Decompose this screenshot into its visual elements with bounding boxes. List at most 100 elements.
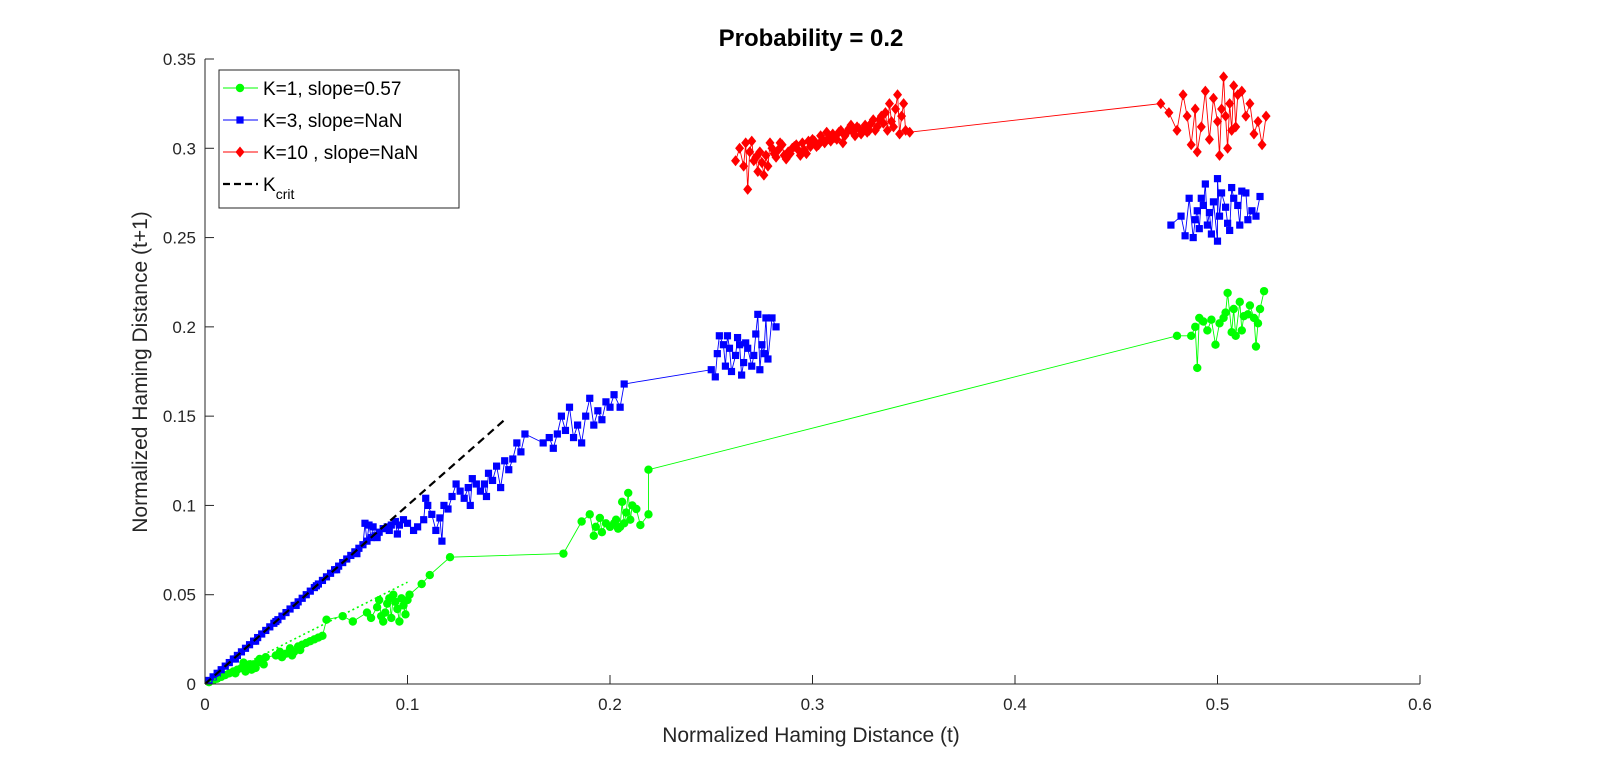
data-point (348, 617, 358, 626)
data-point (586, 394, 594, 402)
axes: 0 0.1 0.2 0.3 0.4 0.5 0.6 0 0.05 0.1 0.15 0.2 0.25 0.… (163, 50, 1432, 714)
data-point (366, 613, 376, 623)
data-point (393, 604, 402, 614)
data-point (472, 480, 480, 488)
data-point (1190, 103, 1200, 115)
data-point (897, 110, 907, 122)
data-point (750, 351, 758, 360)
data-point (758, 341, 766, 349)
data-point (361, 519, 369, 527)
data-point (740, 358, 748, 367)
data-point (598, 416, 606, 424)
data-point (414, 523, 422, 531)
data-point (1224, 219, 1232, 227)
data-point (278, 612, 286, 620)
legend-label: K=1, slope=0.57 (263, 79, 401, 100)
legend-box (218, 69, 460, 209)
data-point (893, 89, 903, 101)
data-point (574, 421, 582, 429)
data-point (772, 323, 780, 331)
data-point (460, 494, 468, 502)
data-point (764, 355, 772, 363)
data-point (760, 350, 768, 358)
data-point (391, 597, 400, 607)
data-point (744, 344, 752, 352)
y-axis-title: Normalized Haming Distance (t+1) (129, 211, 152, 533)
data-point (428, 510, 436, 518)
data-point (1217, 189, 1226, 197)
data-point (868, 114, 878, 126)
data-point (1182, 110, 1192, 122)
data-point (1186, 139, 1196, 151)
data-point (762, 314, 770, 322)
data-point (611, 515, 621, 524)
data-point (387, 613, 396, 623)
series-2 (1167, 175, 1264, 245)
data-point (209, 673, 217, 681)
data-point (727, 367, 736, 376)
data-point (1195, 225, 1203, 233)
data-point (1213, 237, 1222, 245)
data-point (401, 610, 410, 619)
y-tick-label: 0.2 (172, 318, 196, 337)
data-point (1245, 301, 1255, 310)
data-point (1230, 194, 1238, 202)
data-point (417, 579, 426, 589)
data-point (258, 630, 266, 638)
data-point (905, 126, 915, 138)
data-point (1203, 326, 1212, 335)
data-point (597, 528, 607, 537)
data-point (721, 362, 730, 370)
data-point (365, 521, 373, 529)
x-tick-label: 0.1 (396, 695, 420, 714)
data-point (322, 615, 331, 624)
data-point (326, 569, 335, 577)
data-point (387, 521, 395, 529)
data-point (1207, 315, 1216, 324)
data-point (1261, 110, 1271, 122)
data-point (723, 332, 732, 340)
x-tick-label: 0.6 (1408, 695, 1432, 714)
data-point (1222, 203, 1230, 211)
data-point (1223, 288, 1232, 298)
data-point (707, 366, 715, 374)
data-point (768, 314, 776, 322)
data-point (445, 553, 455, 562)
y-tick-label: 0.3 (172, 139, 196, 158)
data-point (725, 344, 734, 352)
data-point (715, 332, 723, 340)
data-point (1237, 85, 1247, 97)
data-point (424, 501, 432, 510)
data-point (1231, 121, 1241, 133)
data-point (425, 570, 434, 580)
y-tick-label: 0.05 (163, 586, 196, 605)
data-point (1191, 216, 1199, 224)
data-point (237, 648, 246, 656)
series-3 (731, 71, 1271, 195)
data-point (440, 501, 448, 510)
data-point (1186, 331, 1196, 340)
data-point (585, 510, 594, 519)
data-point (420, 516, 428, 524)
data-point (1229, 304, 1238, 314)
data-point (620, 380, 628, 388)
data-point (747, 135, 757, 147)
data-point (505, 466, 513, 474)
data-point (1199, 317, 1208, 326)
legend-label: K=10 , slope=NaN (263, 143, 418, 164)
x-tick-label: 0.5 (1206, 695, 1230, 714)
data-point (1259, 286, 1269, 296)
data-point (559, 549, 568, 558)
y-tick-label: 0 (187, 675, 196, 694)
data-point (314, 580, 322, 588)
x-axis-title: Normalized Haming Distance (t) (662, 724, 960, 747)
data-point (1236, 221, 1244, 229)
data-point (594, 407, 602, 415)
data-point (395, 521, 403, 529)
data-point (878, 117, 888, 129)
data-point (713, 350, 721, 358)
data-point (632, 504, 641, 514)
data-point (754, 310, 762, 318)
data-point (1223, 142, 1233, 154)
data-point (375, 528, 383, 536)
